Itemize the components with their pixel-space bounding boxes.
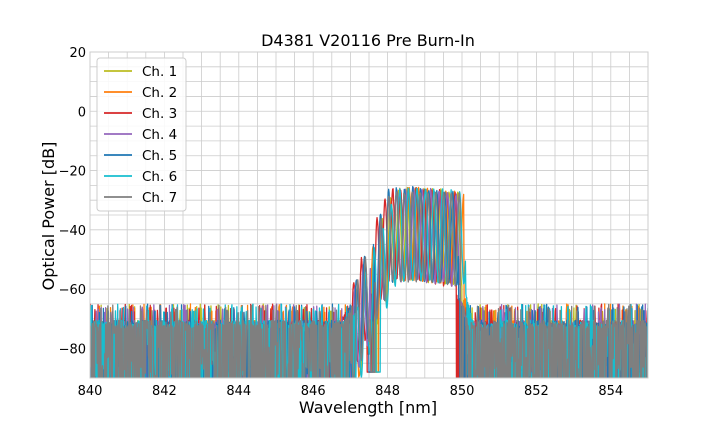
- y-axis-label: Optical Power [dB]: [39, 142, 58, 291]
- x-tick-label: 854: [598, 384, 623, 399]
- y-tick-label: −40: [59, 224, 86, 239]
- chart-title: D4381 V20116 Pre Burn-In: [261, 31, 475, 50]
- legend-box: [96, 57, 187, 212]
- y-tick-label: −80: [59, 342, 86, 357]
- series-group: [90, 185, 648, 378]
- tick-labels: 840 842 844 846 848 850 852 854 20 0 −20 −40 −60 −80: [59, 46, 624, 399]
- legend: Ch. 1 Ch. 2 Ch. 3 Ch. 4 Ch. 5 Ch. 6 Ch. 7: [96, 57, 187, 212]
- y-tick-label: 0: [78, 105, 86, 120]
- legend-label: Ch. 3: [142, 106, 177, 122]
- plot-frame: [89, 51, 649, 379]
- series-line-ch-7: [90, 190, 648, 378]
- x-tick-label: 844: [226, 384, 251, 399]
- x-tick-label: 840: [78, 384, 103, 399]
- y-tick-label: −60: [59, 283, 86, 298]
- legend-label: Ch. 4: [142, 127, 177, 143]
- legend-label: Ch. 5: [142, 148, 177, 164]
- x-axis-label: Wavelength [nm]: [299, 398, 437, 417]
- x-tick-label: 842: [152, 384, 177, 399]
- x-tick-label: 850: [450, 384, 475, 399]
- legend-label: Ch. 6: [142, 169, 177, 185]
- y-tick-label: 20: [69, 46, 86, 61]
- legend-label: Ch. 7: [142, 190, 177, 206]
- legend-label: Ch. 2: [142, 85, 177, 101]
- legend-label: Ch. 1: [142, 64, 177, 80]
- x-tick-label: 848: [375, 384, 400, 399]
- x-tick-label: 852: [524, 384, 549, 399]
- y-tick-label: −20: [59, 165, 86, 180]
- x-tick-label: 846: [301, 384, 326, 399]
